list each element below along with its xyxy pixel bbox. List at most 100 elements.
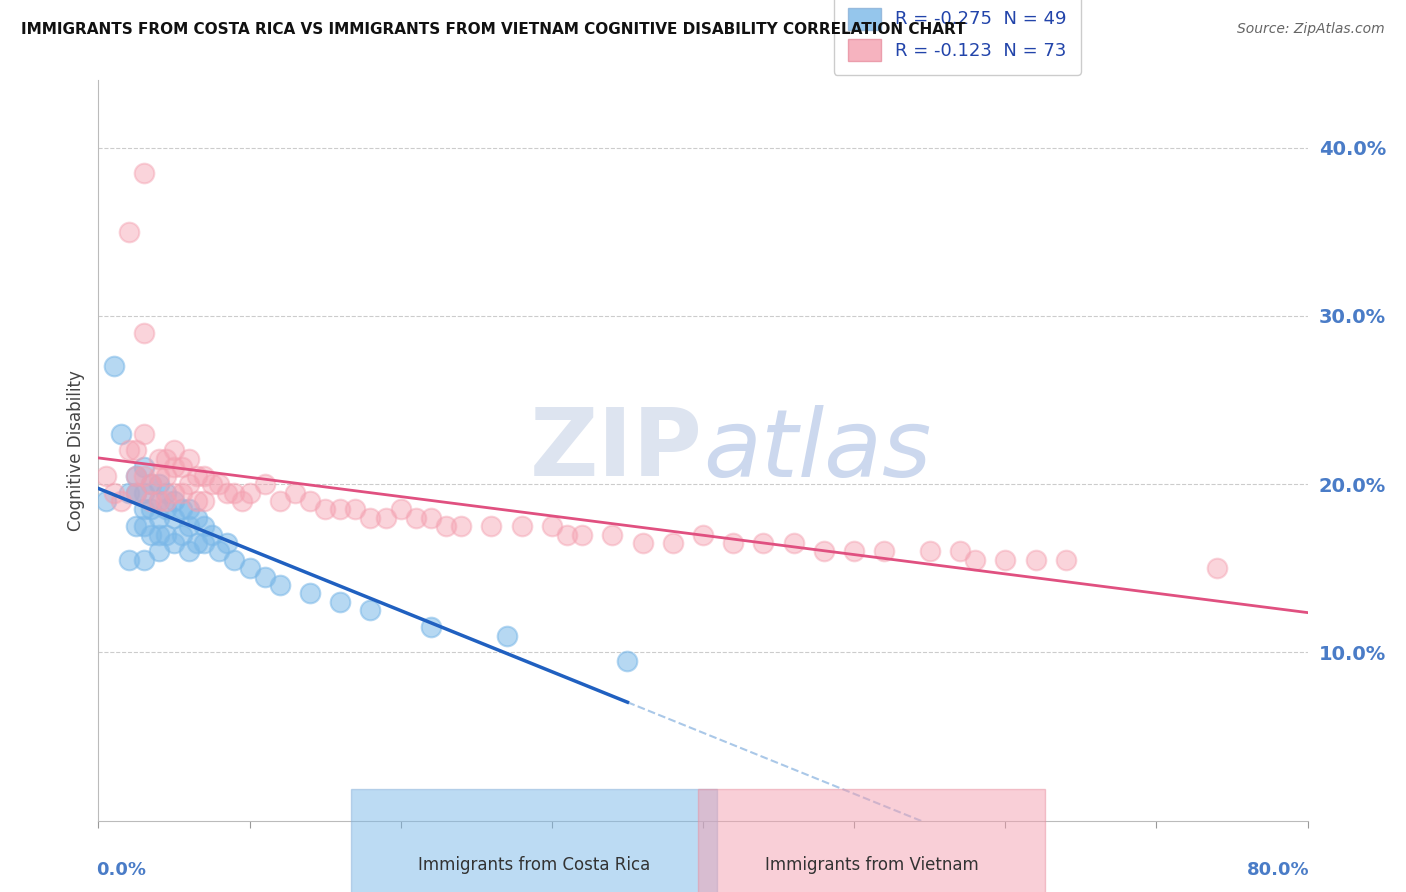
Point bbox=[193, 536, 215, 550]
Point bbox=[1024, 553, 1046, 567]
Point bbox=[602, 527, 624, 541]
Point bbox=[103, 359, 125, 374]
Point bbox=[132, 502, 155, 516]
Point bbox=[450, 519, 472, 533]
Point bbox=[299, 586, 322, 600]
Point bbox=[208, 477, 231, 491]
Point bbox=[148, 477, 170, 491]
Text: Immigrants from Vietnam: Immigrants from Vietnam bbox=[765, 856, 979, 874]
Point bbox=[186, 510, 208, 524]
Point bbox=[155, 527, 177, 541]
Point bbox=[284, 485, 307, 500]
Point bbox=[148, 451, 170, 466]
Point bbox=[179, 519, 201, 533]
Point bbox=[314, 502, 336, 516]
Point bbox=[269, 494, 291, 508]
Point bbox=[420, 510, 443, 524]
Point bbox=[170, 460, 193, 475]
Point bbox=[155, 502, 177, 516]
Point bbox=[170, 502, 193, 516]
Point bbox=[224, 485, 246, 500]
Point bbox=[148, 544, 170, 558]
Point bbox=[374, 510, 396, 524]
Point bbox=[125, 443, 148, 458]
Point bbox=[179, 477, 201, 491]
Point bbox=[481, 519, 503, 533]
Point bbox=[125, 519, 148, 533]
Point bbox=[132, 166, 155, 180]
Point bbox=[163, 460, 186, 475]
Point bbox=[269, 578, 291, 592]
Point bbox=[571, 527, 593, 541]
Point bbox=[132, 326, 155, 340]
Text: 80.0%: 80.0% bbox=[1247, 862, 1310, 880]
Point bbox=[692, 527, 714, 541]
Point bbox=[141, 502, 163, 516]
Point bbox=[148, 510, 170, 524]
Point bbox=[193, 519, 215, 533]
Point bbox=[540, 519, 562, 533]
Text: atlas: atlas bbox=[703, 405, 931, 496]
Point bbox=[118, 443, 141, 458]
Point bbox=[163, 443, 186, 458]
Text: 0.0%: 0.0% bbox=[96, 862, 146, 880]
Point bbox=[752, 536, 775, 550]
Point bbox=[215, 485, 238, 500]
Point bbox=[94, 494, 117, 508]
Point bbox=[201, 527, 224, 541]
Point bbox=[155, 494, 177, 508]
Point bbox=[360, 603, 382, 617]
Point bbox=[420, 620, 443, 634]
Point bbox=[329, 595, 352, 609]
Point bbox=[231, 494, 253, 508]
Point bbox=[103, 485, 125, 500]
Point bbox=[155, 468, 177, 483]
Point bbox=[239, 485, 262, 500]
Point bbox=[783, 536, 806, 550]
Point bbox=[110, 494, 132, 508]
Point bbox=[344, 502, 367, 516]
Point bbox=[141, 494, 163, 508]
Point bbox=[239, 561, 262, 575]
Point bbox=[110, 426, 132, 441]
Point bbox=[994, 553, 1017, 567]
Point bbox=[389, 502, 412, 516]
Point bbox=[201, 477, 224, 491]
Text: IMMIGRANTS FROM COSTA RICA VS IMMIGRANTS FROM VIETNAM COGNITIVE DISABILITY CORRE: IMMIGRANTS FROM COSTA RICA VS IMMIGRANTS… bbox=[21, 22, 966, 37]
Point bbox=[125, 468, 148, 483]
Point bbox=[193, 494, 215, 508]
Point bbox=[163, 494, 186, 508]
Point bbox=[510, 519, 533, 533]
Point bbox=[132, 468, 155, 483]
Point bbox=[163, 510, 186, 524]
Point bbox=[141, 477, 163, 491]
Point bbox=[179, 544, 201, 558]
Point bbox=[163, 485, 186, 500]
Point bbox=[141, 527, 163, 541]
Point bbox=[253, 477, 276, 491]
Point bbox=[299, 494, 322, 508]
Point bbox=[148, 468, 170, 483]
Point bbox=[555, 527, 578, 541]
Point bbox=[132, 485, 155, 500]
Point bbox=[179, 451, 201, 466]
Point bbox=[179, 502, 201, 516]
Point bbox=[132, 519, 155, 533]
Point bbox=[94, 468, 117, 483]
Point bbox=[329, 502, 352, 516]
Point bbox=[132, 460, 155, 475]
Point bbox=[208, 544, 231, 558]
Point bbox=[148, 527, 170, 541]
Text: Immigrants from Costa Rica: Immigrants from Costa Rica bbox=[418, 856, 651, 874]
Point bbox=[125, 485, 148, 500]
Point bbox=[405, 510, 427, 524]
Point bbox=[844, 544, 866, 558]
Y-axis label: Cognitive Disability: Cognitive Disability bbox=[66, 370, 84, 531]
Point bbox=[873, 544, 896, 558]
Point bbox=[170, 485, 193, 500]
Point bbox=[141, 477, 163, 491]
Point bbox=[148, 494, 170, 508]
Point bbox=[132, 553, 155, 567]
Point bbox=[125, 468, 148, 483]
Point bbox=[215, 536, 238, 550]
